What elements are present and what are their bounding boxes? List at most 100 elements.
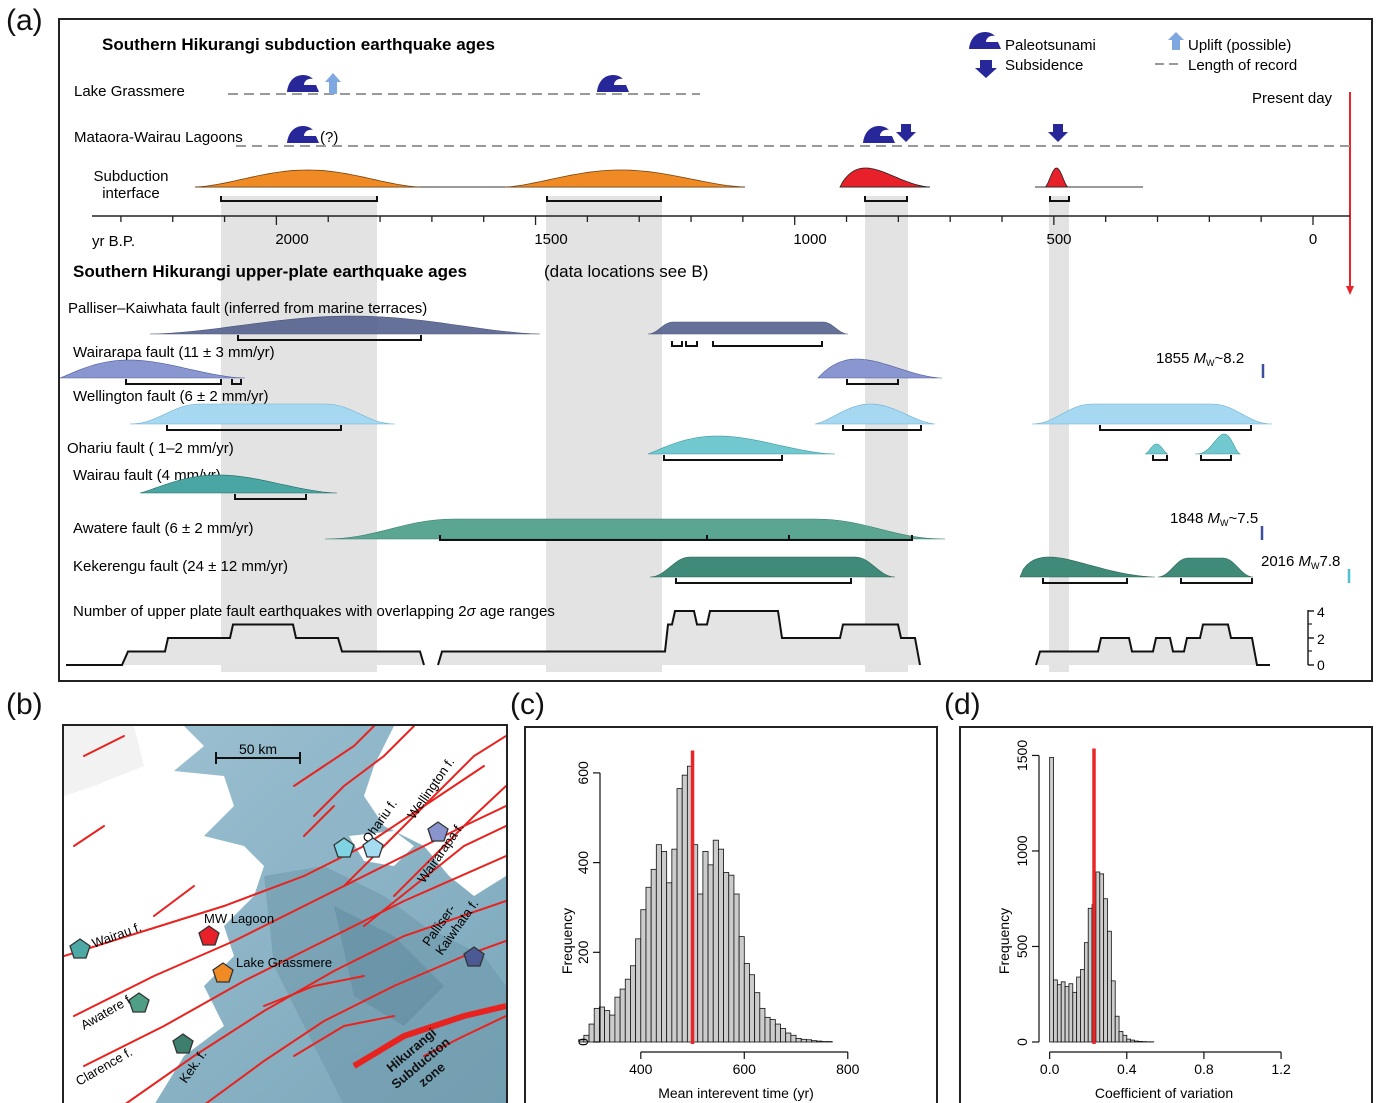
histogram-bar (1134, 1040, 1139, 1043)
histogram-bar (645, 886, 652, 1043)
legend-subsidence: Subsidence (1005, 57, 1083, 74)
wairarapa-pdf (59, 359, 246, 379)
site-wellington (362, 837, 384, 858)
histogram-bar (1137, 1041, 1143, 1043)
count-fill (1036, 624, 1270, 665)
x-tick-label: 600 (733, 1061, 757, 1077)
histogram-bar (1056, 984, 1062, 1043)
histogram-bar (1122, 1034, 1128, 1043)
axis-label: yr B.P. (92, 233, 135, 250)
histogram-bar (712, 839, 719, 1043)
uplift-legend-icon (1168, 32, 1184, 50)
panel-c-letter: (c) (510, 688, 545, 721)
histogram-bar (1103, 898, 1108, 1043)
panel-d-letter: (d) (944, 688, 981, 721)
axis-tick-0: 0 (1309, 231, 1317, 248)
panel-a-letter: (a) (6, 4, 43, 37)
histogram-c: 400 600 800 0 200 400 600 Mean interevent time… (559, 750, 860, 1101)
fault-palliser: Palliser–Kaiwhata fault (inferred from m… (68, 300, 427, 317)
sounds (64, 726, 144, 796)
histogram-bar (805, 1039, 812, 1043)
histogram-bar (1064, 986, 1070, 1043)
age-range-bracket (1152, 455, 1168, 461)
interface-pdf-500 (1044, 167, 1069, 188)
legend: Paleotsunami Subsidence Uplift (possible… (969, 32, 1297, 78)
title-upper-plate-note: (data locations see B) (544, 262, 708, 281)
fault-ohariu: Ohariu fault ( 1–2 mm/yr) (67, 440, 234, 457)
histogram-bar (635, 938, 642, 1043)
histogram-bar (614, 996, 621, 1043)
age-range-bracket (546, 196, 662, 202)
y-tick-label: 1500 (1014, 740, 1030, 771)
ylabel-c: Frequency (559, 908, 575, 974)
histogram-d: 0.0 0.4 0.8 1.2 0 500 1000 1500 Coefficient of … (996, 740, 1291, 1101)
panel-b-letter: (b) (6, 688, 43, 721)
x-tick-label: 0.0 (1040, 1061, 1060, 1077)
legend-uplift: Uplift (possible) (1188, 37, 1291, 54)
age-range-bracket (231, 379, 242, 385)
age-range-bracket (846, 379, 899, 385)
subsidence-icon (1048, 124, 1068, 142)
histogram-bar (661, 850, 668, 1043)
row-interface-line2: interface (102, 185, 160, 202)
overlap-count-plot (66, 610, 1270, 666)
axis-tick-500: 500 (1046, 231, 1071, 248)
wellington-pdf (129, 403, 396, 425)
histogram-bar (640, 909, 647, 1043)
histogram-bar (743, 963, 750, 1043)
row-grassmere: Lake Grassmere (74, 83, 185, 100)
histogram-bar (1080, 969, 1085, 1043)
age-range-bracket (237, 335, 422, 341)
histogram-bar (759, 1007, 766, 1043)
age-range-bracket (1200, 455, 1232, 461)
fault-awatere: Awatere fault (6 ± 2 mm/yr) (73, 520, 254, 537)
histogram-bar (1087, 907, 1093, 1043)
age-range-bracket (220, 196, 378, 202)
x-tick-label: 800 (836, 1061, 860, 1077)
uplift-icon (325, 73, 341, 94)
histogram-bar (795, 1038, 802, 1043)
label-mw-lagoon: MW Lagoon (204, 911, 274, 926)
histogram-bar (655, 844, 662, 1043)
wairarapa-pdf (817, 358, 943, 379)
interface-distributions (194, 167, 1143, 202)
x-tick-label: 400 (629, 1061, 653, 1077)
histogram-bar (676, 788, 683, 1043)
histogram-bar (1130, 1039, 1135, 1043)
count-tick-2: 2 (1317, 631, 1325, 647)
awatere-pdf (324, 518, 946, 540)
event-1848: 1848 MW~7.5 (1170, 510, 1258, 528)
xlabel-d: Coefficient of variation (1095, 1085, 1233, 1101)
ohariu-pdf (1195, 433, 1242, 455)
histogram-bar (723, 872, 730, 1043)
age-range-bracket (685, 341, 698, 347)
paleotsunami-icon (863, 126, 895, 143)
histogram-bar (1053, 979, 1058, 1043)
fault-map: 50 km Ohariu f. Wellington f. Wairarapa … (64, 726, 506, 1103)
wellington-pdf (814, 403, 936, 425)
count-step (1035, 623, 1270, 666)
histogram-bar (666, 882, 673, 1043)
count-tick-4: 4 (1317, 604, 1325, 620)
seafloor-relief (334, 906, 444, 1026)
site-mw-lagoon (198, 925, 220, 946)
histogram-bar (624, 978, 631, 1043)
histogram-bar (707, 864, 714, 1043)
x-tick-label: 0.4 (1117, 1061, 1137, 1077)
age-range-bracket (234, 494, 307, 500)
age-range-bracket (125, 379, 222, 385)
fault-wairarapa: Wairarapa fault (11 ± 3 mm/yr) (73, 344, 275, 361)
age-range-bracket (788, 535, 913, 541)
site-palliser (463, 946, 485, 967)
histogram-bar (790, 1034, 797, 1043)
xlabel-c: Mean interevent time (yr) (658, 1085, 814, 1101)
histogram-bar (681, 774, 688, 1043)
row-interface-line1: Subduction (93, 168, 168, 185)
interface-pdf-1400 (504, 169, 746, 188)
count-step (437, 610, 921, 666)
histogram-bar (728, 874, 735, 1043)
histogram-bar (769, 1019, 776, 1043)
paleotsunami-icon (287, 126, 319, 143)
age-range-bracket (663, 455, 783, 461)
panel-b-frame: 50 km Ohariu f. Wellington f. Wairarapa … (62, 724, 508, 1103)
